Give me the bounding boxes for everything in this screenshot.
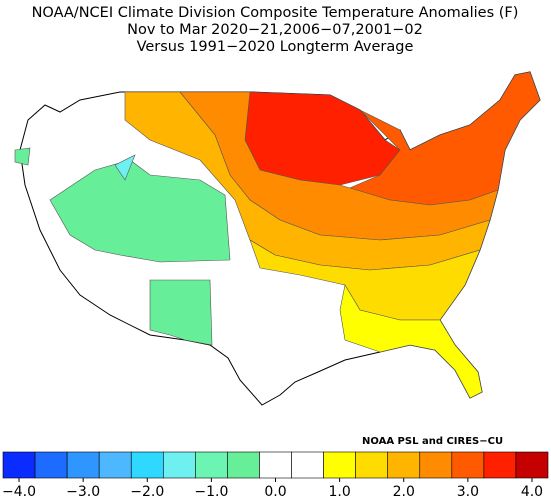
colorbar-tick-label: −3.0 (66, 484, 100, 499)
colorbar-swatch (355, 451, 389, 479)
colorbar-swatch (98, 451, 132, 479)
anomaly-yellow (249, 239, 481, 321)
colorbar: −4.0 −3.0 −2.0 −1.0 0.0 1.0 2.0 3.0 4.0 (2, 451, 549, 499)
credit: NOAA PSL and CIRES−CU (362, 436, 503, 447)
anomaly-green-nw (14, 147, 31, 166)
title-line: Versus 1991−2020 Longterm Average (137, 39, 414, 55)
anomaly-cyan (114, 154, 136, 181)
colorbar-swatch (227, 451, 260, 479)
colorbar-tick-label: 0.0 (264, 484, 286, 499)
colorbar-swatch (130, 451, 164, 479)
us-map (14, 71, 541, 406)
colorbar-swatch (515, 451, 549, 479)
colorbar-tick-label: −4.0 (2, 484, 36, 499)
colorbar-tick-label: 3.0 (457, 484, 479, 499)
colorbar-swatch (66, 451, 100, 479)
title-line: Nov to Mar 2020−21,2006−07,2001−02 (127, 22, 423, 38)
colorbar-swatch (34, 451, 68, 479)
anomaly-light-yellow (339, 284, 483, 399)
colorbar-swatch (2, 451, 36, 479)
colorbar-tick-label: −2.0 (130, 484, 164, 499)
colorbar-tick-label: 1.0 (328, 484, 350, 499)
colorbar-swatch (162, 451, 196, 479)
colorbar-swatch (291, 451, 324, 479)
colorbar-tick-label: −1.0 (194, 484, 228, 499)
colorbar-swatch (195, 451, 228, 479)
colorbar-swatch (259, 451, 292, 479)
anomaly-red (244, 91, 401, 186)
title-line: NOAA/NCEI Climate Division Composite Tem… (32, 5, 519, 21)
colorbar-swatch (387, 451, 421, 479)
colorbar-tick-label: 2.0 (393, 484, 415, 499)
anomaly-green-sw (149, 279, 213, 346)
colorbar-swatch (323, 451, 356, 479)
colorbar-swatch (483, 451, 517, 479)
colorbar-tick-label: 4.0 (521, 484, 543, 499)
colorbar-swatch (451, 451, 485, 479)
colorbar-swatch (419, 451, 453, 479)
